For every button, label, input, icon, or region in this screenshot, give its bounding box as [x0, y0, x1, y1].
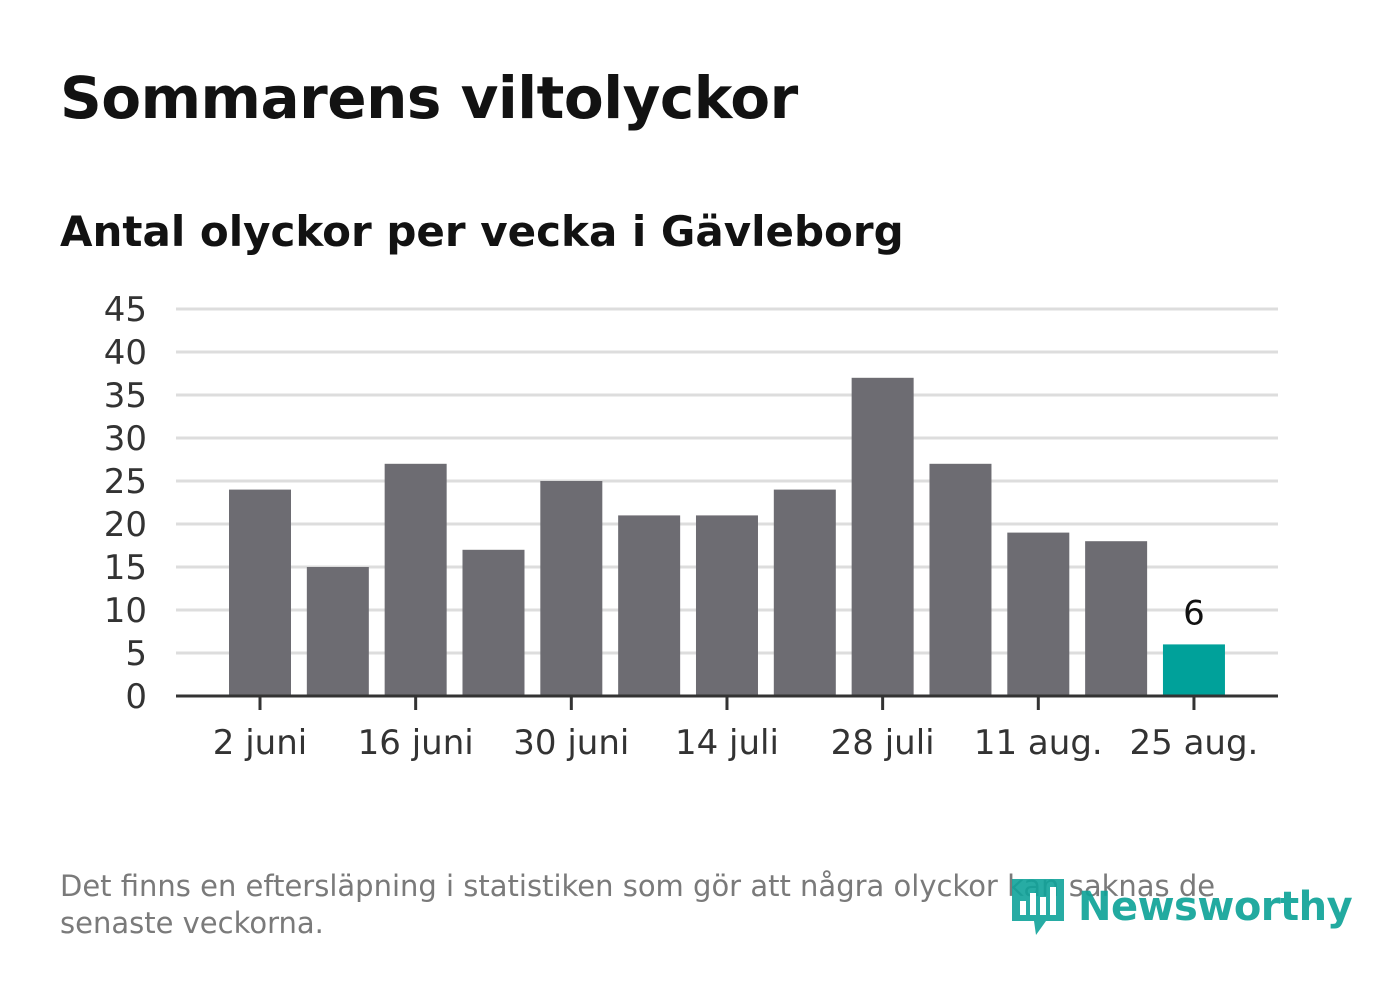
chart-title: Sommarens viltolyckor	[60, 64, 798, 132]
y-tick-label: 10	[104, 591, 147, 631]
y-tick-label: 40	[104, 333, 147, 373]
bar-16-juni	[384, 463, 447, 696]
y-tick-label: 25	[104, 462, 147, 502]
bar-28-juli	[851, 377, 914, 696]
bar-18-aug	[1085, 541, 1148, 696]
y-tick-label: 20	[104, 505, 147, 545]
newsworthy-logo: Newsworthy	[1008, 874, 1353, 940]
bar-25-aug	[1162, 644, 1225, 696]
newsworthy-logo-icon	[1012, 879, 1064, 935]
x-axis-labels: 2 juni 16 juni 30 juni 14 juli 28 juli 11 aug…	[213, 723, 1259, 763]
y-tick-label: 5	[125, 634, 147, 674]
bar-21-juli	[773, 489, 836, 696]
x-tick-label: 28 juli	[831, 723, 935, 763]
x-tick-label: 30 juni	[513, 723, 629, 763]
y-tick-label: 30	[104, 419, 147, 459]
x-tick-label: 25 aug.	[1130, 723, 1259, 763]
bar-14-juli	[695, 515, 758, 696]
bar-4-aug	[929, 463, 992, 696]
y-tick-label: 45	[104, 290, 147, 330]
data-label: 6	[1183, 593, 1205, 633]
x-axis	[176, 694, 1278, 710]
x-tick-label: 14 juli	[675, 723, 779, 763]
chart-subtitle: Antal olyckor per vecka i Gävleborg	[60, 207, 904, 256]
x-tick-label: 2 juni	[213, 723, 307, 763]
x-tick-label: 11 aug.	[974, 723, 1103, 763]
bar-30-juni	[540, 481, 603, 696]
data-labels: 6	[1183, 593, 1205, 633]
x-tick-label: 16 juni	[358, 723, 474, 763]
bar-7-juli	[618, 515, 681, 696]
bar-23-juni	[462, 549, 525, 696]
y-tick-label: 35	[104, 376, 147, 416]
bar-11-aug	[1007, 532, 1070, 696]
y-tick-label: 15	[104, 548, 147, 588]
newsworthy-logo-text: Newsworthy	[1078, 884, 1353, 930]
bars	[229, 377, 1225, 696]
bar-9-juni	[306, 567, 369, 696]
bar-2-juni	[229, 489, 291, 696]
y-tick-label: 0	[125, 677, 147, 717]
